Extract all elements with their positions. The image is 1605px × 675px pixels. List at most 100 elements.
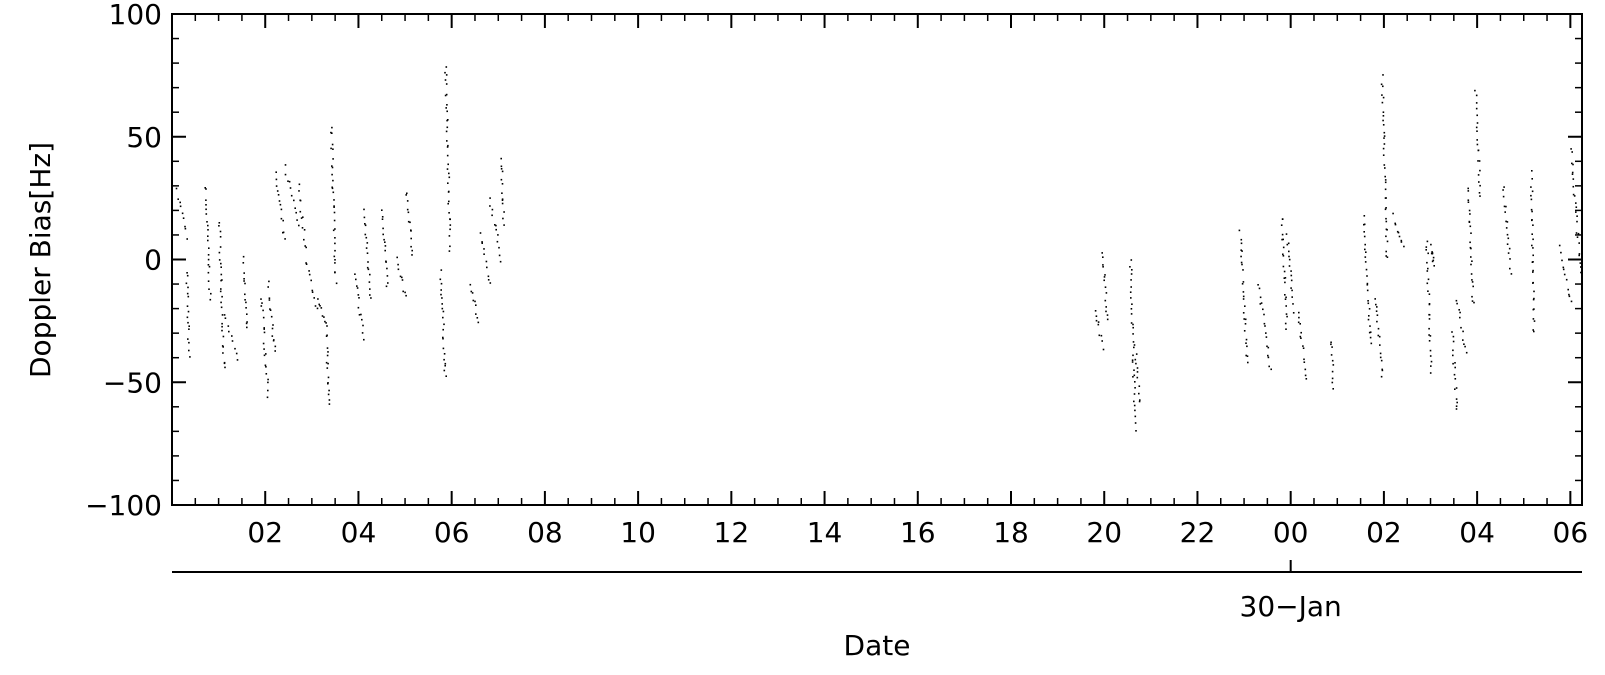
data-point — [1455, 387, 1458, 389]
data-point — [1532, 247, 1534, 249]
data-point — [1576, 236, 1579, 238]
data-point — [207, 254, 210, 256]
data-point — [1262, 308, 1264, 311]
data-point — [1455, 405, 1458, 407]
data-segment — [489, 197, 502, 263]
data-point — [1302, 347, 1305, 349]
data-point — [1380, 359, 1383, 362]
data-point — [1558, 244, 1561, 247]
data-point — [1465, 351, 1468, 354]
data-point — [326, 367, 329, 369]
data-point — [1428, 340, 1431, 342]
data-segment — [204, 187, 212, 301]
data-point — [1479, 184, 1481, 187]
data-point — [331, 143, 334, 146]
data-segment — [1363, 215, 1373, 345]
data-point — [1386, 256, 1389, 258]
data-point — [1331, 370, 1334, 373]
data-point — [333, 205, 335, 207]
data-point — [332, 179, 334, 182]
data-point — [325, 322, 327, 324]
data-point — [334, 242, 336, 245]
data-point — [446, 168, 449, 170]
data-point — [364, 224, 367, 227]
data-point — [1382, 147, 1385, 150]
data-point — [1369, 336, 1372, 339]
x-tick-label: 06 — [1553, 516, 1589, 549]
data-point — [401, 279, 404, 281]
data-point — [1133, 400, 1135, 403]
data-point — [445, 130, 448, 133]
data-point — [1426, 261, 1428, 264]
data-point — [386, 275, 389, 277]
data-point — [1138, 385, 1141, 387]
data-segment — [185, 272, 191, 358]
data-point — [1133, 404, 1136, 407]
data-point — [288, 180, 291, 183]
data-point — [332, 191, 335, 194]
data-point — [1298, 316, 1300, 319]
data-point — [1531, 219, 1533, 221]
data-point — [1563, 273, 1566, 276]
data-point — [1509, 267, 1511, 270]
data-point — [498, 254, 501, 257]
data-point — [1471, 281, 1474, 283]
data-point — [443, 369, 446, 372]
data-point — [381, 216, 384, 218]
data-point — [1263, 322, 1266, 325]
data-point — [1267, 346, 1270, 349]
data-point — [501, 170, 504, 173]
data-point — [1571, 173, 1574, 175]
data-point — [334, 249, 336, 252]
data-segment — [1094, 310, 1105, 351]
data-point — [1367, 318, 1370, 321]
data-point — [1470, 256, 1472, 258]
data-point — [1280, 224, 1283, 226]
data-point — [448, 235, 451, 237]
data-point — [361, 332, 364, 334]
data-point — [1476, 139, 1478, 141]
data-point — [1285, 313, 1288, 315]
data-point — [475, 313, 477, 315]
data-point — [266, 396, 269, 399]
data-point — [397, 268, 400, 271]
data-point — [234, 347, 236, 350]
data-point — [445, 107, 447, 109]
data-point — [1102, 266, 1104, 268]
data-point — [1532, 254, 1534, 257]
data-point — [208, 265, 211, 268]
data-point — [333, 255, 336, 258]
data-point — [330, 147, 332, 150]
data-point — [1133, 369, 1135, 371]
data-point — [175, 187, 178, 190]
data-point — [1285, 233, 1288, 235]
data-point — [1561, 259, 1563, 262]
data-segment — [1133, 344, 1141, 403]
data-point — [439, 278, 442, 281]
data-point — [186, 292, 189, 295]
y-axis-label: Doppler Bias[Hz] — [24, 142, 57, 378]
data-segment — [396, 256, 407, 297]
data-point — [407, 211, 410, 214]
data-point — [1476, 122, 1479, 124]
data-point — [1427, 290, 1429, 292]
data-point — [207, 258, 210, 261]
data-point — [1476, 130, 1478, 132]
data-point — [220, 288, 222, 290]
data-point — [411, 254, 413, 256]
data-point — [1281, 238, 1283, 241]
data-point — [1292, 303, 1294, 305]
data-point — [1244, 323, 1247, 325]
data-point — [208, 288, 210, 290]
data-point — [280, 217, 283, 220]
data-point — [326, 334, 328, 337]
data-point — [381, 209, 383, 211]
data-point — [1363, 235, 1366, 238]
x-tick-label: 04 — [1459, 516, 1495, 549]
data-point — [1382, 85, 1384, 88]
data-point — [1571, 151, 1573, 153]
data-point — [1533, 330, 1535, 333]
data-point — [1530, 208, 1533, 211]
x-tick-label: 14 — [807, 516, 843, 549]
data-point — [1578, 253, 1581, 255]
